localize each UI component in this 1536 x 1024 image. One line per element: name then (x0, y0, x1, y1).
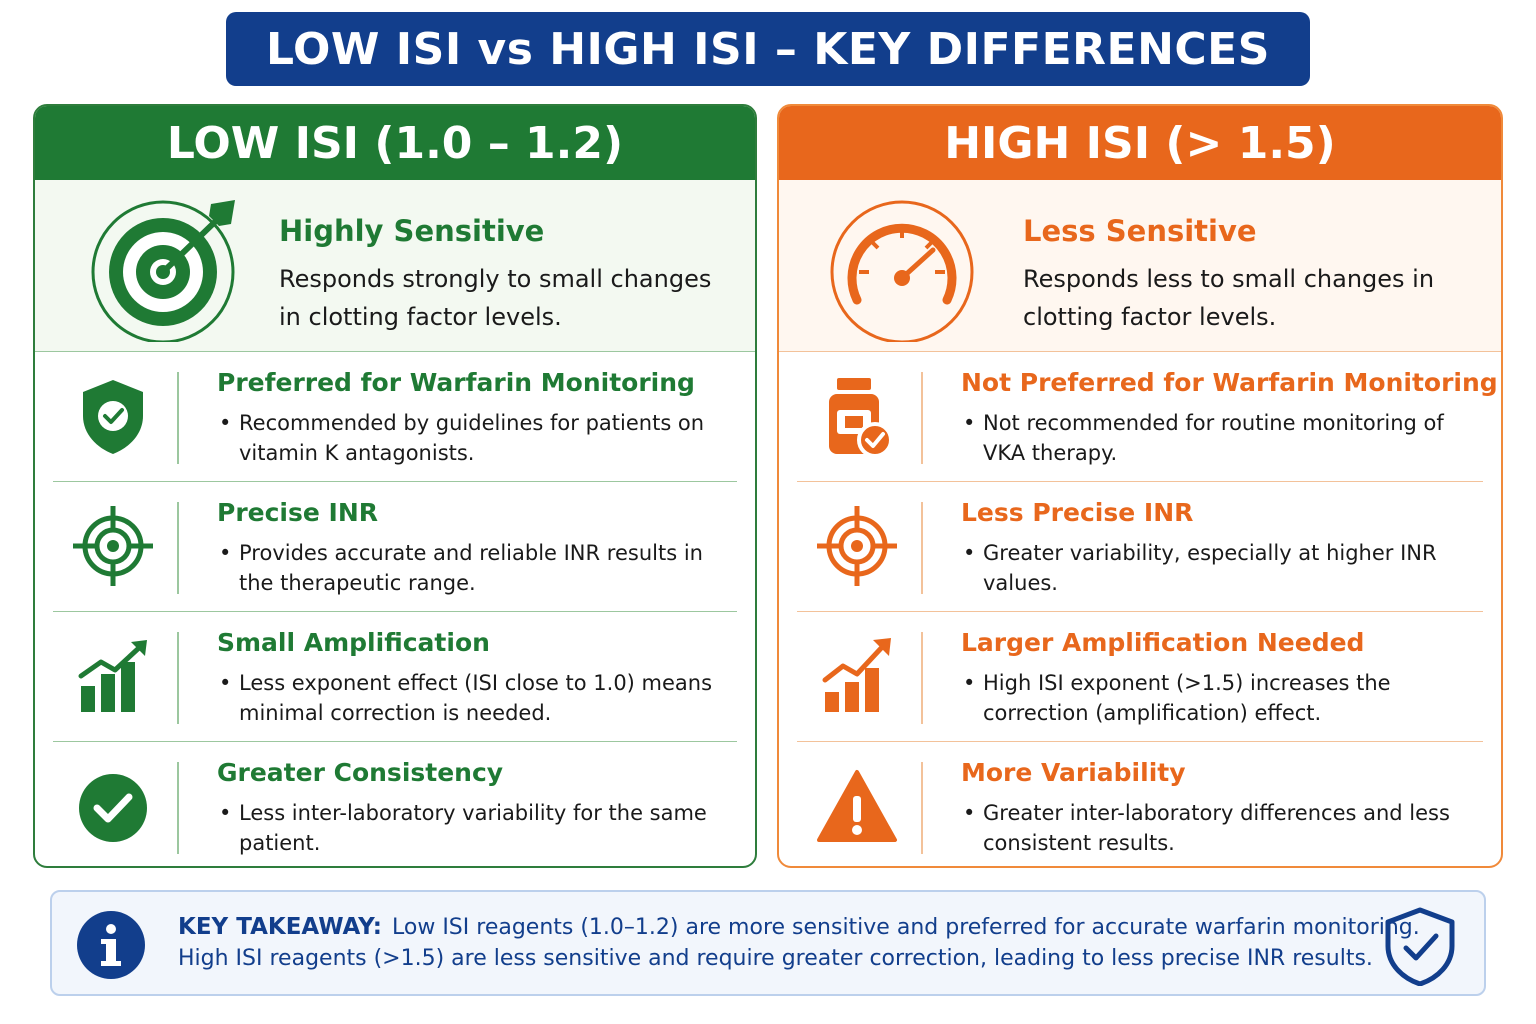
low-isi-header: LOW ISI (1.0 – 1.2) (35, 106, 755, 180)
target-dart-icon (91, 200, 235, 342)
high-isi-row: More Variability Greater inter-laborator… (779, 742, 1501, 866)
row-title: Preferred for Warfarin Monitoring (217, 368, 695, 397)
low-isi-hero: Highly Sensitive Responds strongly to sm… (35, 180, 755, 352)
high-isi-row: Less Precise INR Greater variability, es… (779, 482, 1501, 612)
crosshair-icon (817, 506, 897, 586)
row-separator (797, 481, 1483, 482)
row-separator (53, 611, 737, 612)
warning-triangle-icon (817, 770, 897, 842)
row-title: Precise INR (217, 498, 379, 527)
row-title: Greater Consistency (217, 758, 504, 787)
low-isi-hero-title: Highly Sensitive (279, 214, 545, 248)
takeaway-text-2: High ISI reagents (>1.5) are less sensit… (178, 946, 1373, 971)
page-title-bar: LOW ISI vs HIGH ISI – KEY DIFFERENCES (226, 12, 1310, 86)
low-isi-panel: LOW ISI (1.0 – 1.2) Highly Sensitive Res… (33, 104, 757, 868)
shield-check-icon (83, 380, 143, 454)
row-text: Less exponent effect (ISI close to 1.0) … (219, 668, 719, 728)
row-divider (921, 632, 923, 724)
row-text: Not recommended for routine monitoring o… (963, 408, 1463, 468)
takeaway-label: KEY TAKEAWAY: (178, 914, 382, 940)
page-title: LOW ISI vs HIGH ISI – KEY DIFFERENCES (266, 23, 1270, 75)
row-title: Less Precise INR (961, 498, 1194, 527)
row-divider (177, 762, 179, 854)
row-divider (921, 502, 923, 594)
takeaway-line-1: KEY TAKEAWAY: Low ISI reagents (1.0–1.2) … (178, 914, 1420, 940)
low-isi-row: Greater Consistency Less inter-laborator… (35, 742, 755, 866)
low-isi-row: Preferred for Warfarin Monitoring Recomm… (35, 352, 755, 482)
key-takeaway-box: KEY TAKEAWAY: Low ISI reagents (1.0–1.2) … (50, 890, 1486, 996)
row-separator (797, 611, 1483, 612)
low-isi-row: Small Amplification Less exponent effect… (35, 612, 755, 742)
high-isi-heading: HIGH ISI (> 1.5) (944, 117, 1336, 169)
row-text: Less inter-laboratory variability for th… (219, 798, 719, 858)
pill-bottle-icon (829, 378, 893, 458)
bar-chart-arrow-icon (78, 640, 147, 712)
info-icon (77, 911, 145, 979)
high-isi-hero: Less Sensitive Responds less to small ch… (779, 180, 1501, 352)
takeaway-text-1: Low ISI reagents (1.0–1.2) are more sens… (392, 915, 1420, 940)
row-title: More Variability (961, 758, 1186, 787)
high-isi-row: Not Preferred for Warfarin Monitoring No… (779, 352, 1501, 482)
high-isi-hero-text: Responds less to small changes in clotti… (1023, 265, 1435, 331)
row-text: Provides accurate and reliable INR resul… (219, 538, 719, 598)
low-isi-hero-text: Responds strongly to small changes in cl… (279, 265, 712, 331)
low-isi-heading: LOW ISI (1.0 – 1.2) (166, 117, 624, 169)
shield-check-icon (1385, 907, 1455, 986)
row-text: High ISI exponent (>1.5) increases the c… (963, 668, 1463, 728)
high-isi-row: Larger Amplification Needed High ISI exp… (779, 612, 1501, 742)
row-text: Greater variability, especially at highe… (963, 538, 1463, 598)
crosshair-icon (73, 506, 153, 586)
row-separator (797, 741, 1483, 742)
row-divider (921, 762, 923, 854)
gauge-icon (830, 200, 974, 342)
row-title: Larger Amplification Needed (961, 628, 1365, 657)
row-divider (177, 372, 179, 464)
bar-chart-arrow-icon (822, 638, 891, 712)
row-text: Greater inter-laboratory differences and… (963, 798, 1463, 858)
row-separator (53, 481, 737, 482)
row-divider (177, 502, 179, 594)
check-circle-icon (79, 774, 147, 842)
high-isi-header: HIGH ISI (> 1.5) (779, 106, 1501, 180)
row-divider (177, 632, 179, 724)
high-isi-hero-title: Less Sensitive (1023, 214, 1257, 248)
high-isi-panel: HIGH ISI (> 1.5) Less Sensitive Responds… (777, 104, 1503, 868)
row-title: Not Preferred for Warfarin Monitoring (961, 368, 1498, 397)
row-divider (921, 372, 923, 464)
row-text: Recommended by guidelines for patients o… (219, 408, 719, 468)
row-title: Small Amplification (217, 628, 490, 657)
low-isi-row: Precise INR Provides accurate and reliab… (35, 482, 755, 612)
row-separator (53, 741, 737, 742)
